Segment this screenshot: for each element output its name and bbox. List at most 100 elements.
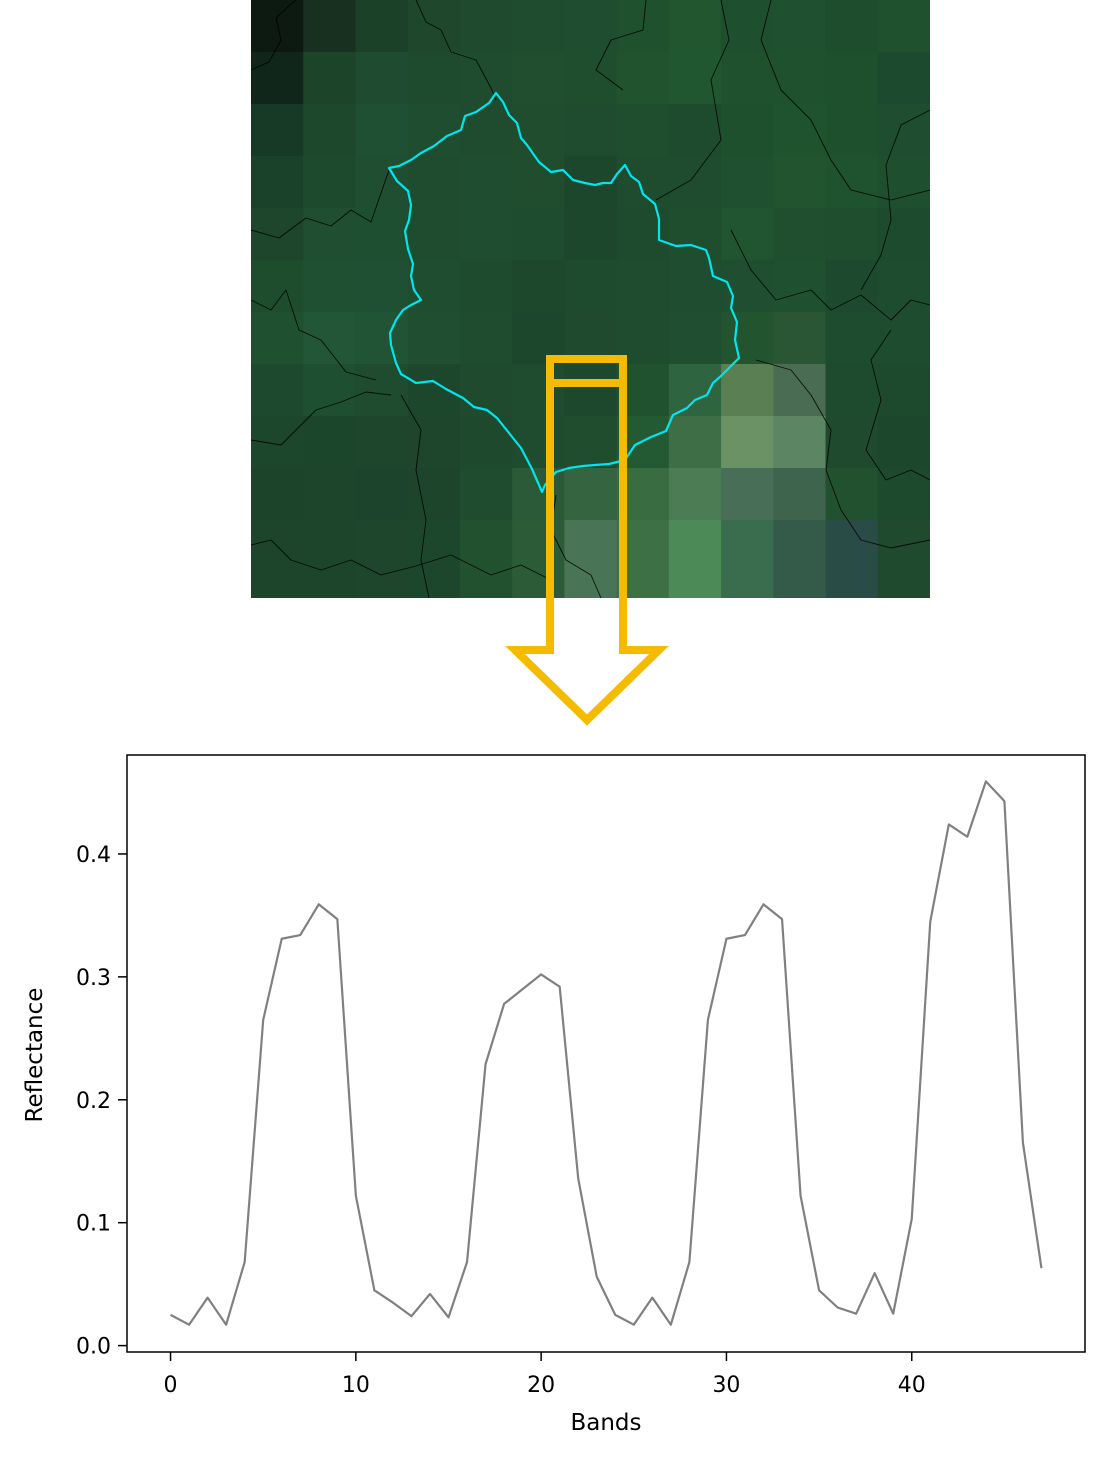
spectral-reflectance-chart: 0 10 20 30 40 0.0 0.1 0.2 0.3 0.4 Bands Reflecta… — [22, 754, 1086, 1436]
region-boundaries — [251, 0, 930, 598]
satellite-pixel — [251, 104, 304, 157]
y-tick-label: 0.4 — [76, 843, 111, 868]
satellite-pixel — [407, 156, 461, 209]
satellite-pixel — [721, 104, 774, 157]
satellite-pixel — [773, 468, 827, 521]
satellite-pixel — [407, 52, 461, 105]
y-axis-title: Reflectance — [22, 988, 48, 1123]
satellite-pixel — [303, 520, 357, 573]
satellite-pixel — [303, 208, 357, 261]
satellite-pixel — [355, 312, 409, 365]
satellite-pixel — [564, 104, 618, 157]
satellite-pixel — [773, 312, 827, 365]
x-tick-label: 10 — [342, 1373, 370, 1398]
satellite-pixel — [668, 104, 722, 157]
satellite-pixel — [668, 260, 722, 313]
satellite-pixel — [407, 208, 461, 261]
satellite-pixel — [303, 156, 357, 209]
satellite-pixel — [512, 0, 565, 53]
satellite-pixel — [825, 104, 879, 157]
satellite-pixel — [407, 260, 461, 313]
satellite-pixel — [512, 416, 565, 469]
satellite-pixel — [825, 416, 879, 469]
satellite-pixel — [721, 520, 774, 573]
x-tick-label: 0 — [164, 1373, 178, 1398]
satellite-pixel — [407, 104, 461, 157]
satellite-pixel — [459, 312, 513, 365]
satellite-pixel — [825, 312, 879, 365]
satellite-pixel — [512, 572, 565, 598]
satellite-pixel — [355, 208, 409, 261]
satellite-pixel — [668, 312, 722, 365]
y-axis-ticks: 0.0 0.1 0.2 0.3 0.4 — [76, 843, 127, 1360]
satellite-pixel — [251, 52, 304, 105]
satellite-pixel — [564, 572, 618, 598]
satellite-pixel — [407, 416, 461, 469]
boundary-line — [251, 169, 390, 239]
x-tick-label: 40 — [898, 1373, 926, 1398]
satellite-pixel — [251, 208, 304, 261]
satellite-pixel — [512, 520, 565, 573]
satellite-pixel — [407, 468, 461, 521]
satellite-pixel — [877, 572, 930, 598]
satellite-pixel — [773, 572, 827, 598]
satellite-pixel — [877, 364, 930, 417]
satellite-pixel — [564, 208, 618, 261]
satellite-pixel — [668, 520, 722, 573]
satellite-pixel — [303, 52, 357, 105]
boundary-line — [595, 0, 647, 91]
satellite-pixel — [564, 416, 618, 469]
satellite-pixel — [564, 52, 618, 105]
satellite-pixel — [303, 364, 357, 417]
boundary-line — [251, 0, 297, 71]
satellite-pixel — [877, 416, 930, 469]
boundary-line — [865, 329, 930, 481]
satellite-pixel — [459, 416, 513, 469]
satellite-pixel — [251, 364, 304, 417]
satellite-pixel — [564, 364, 618, 417]
satellite-pixel — [616, 52, 670, 105]
satellite-pixel — [355, 104, 409, 157]
satellite-pixel — [459, 52, 513, 105]
satellite-pixel — [877, 52, 930, 105]
satellite-pixel — [721, 572, 774, 598]
satellite-pixel — [512, 468, 565, 521]
satellite-pixel — [825, 572, 879, 598]
satellite-pixel — [668, 364, 722, 417]
satellite-pixel — [668, 208, 722, 261]
boundary-line — [251, 539, 552, 581]
satellite-pixel — [616, 104, 670, 157]
x-axis-title: Bands — [570, 1410, 641, 1436]
satellite-pixel — [668, 156, 722, 209]
satellite-pixel — [303, 260, 357, 313]
satellite-pixel — [721, 0, 774, 53]
satellite-pixel — [512, 260, 565, 313]
boundary-line — [755, 359, 930, 549]
satellite-pixel — [721, 312, 774, 365]
satellite-pixel — [825, 52, 879, 105]
satellite-pixel — [251, 260, 304, 313]
satellite-pixel — [773, 52, 827, 105]
pixel-highlight-box — [546, 355, 627, 387]
satellite-pixel — [355, 468, 409, 521]
satellite-pixel — [668, 52, 722, 105]
satellite-pixel — [668, 572, 722, 598]
selected-parcel-outline — [387, 91, 741, 494]
satellite-pixel — [773, 260, 827, 313]
satellite-pixel — [251, 572, 304, 598]
x-tick-label: 30 — [712, 1373, 740, 1398]
satellite-pixel — [773, 416, 827, 469]
satellite-pixel — [459, 572, 513, 598]
satellite-pixel — [616, 260, 670, 313]
x-tick-label: 20 — [527, 1373, 555, 1398]
satellite-pixel — [303, 572, 357, 598]
satellite-pixel — [668, 0, 722, 53]
satellite-pixel — [251, 0, 304, 53]
y-tick-label: 0.2 — [76, 1089, 111, 1114]
satellite-pixel — [564, 260, 618, 313]
x-axis-ticks: 0 10 20 30 40 — [164, 1352, 926, 1398]
satellite-pixel — [512, 364, 565, 417]
boundary-line — [860, 109, 930, 291]
boundary-line — [415, 0, 497, 101]
satellite-pixel — [459, 0, 513, 53]
